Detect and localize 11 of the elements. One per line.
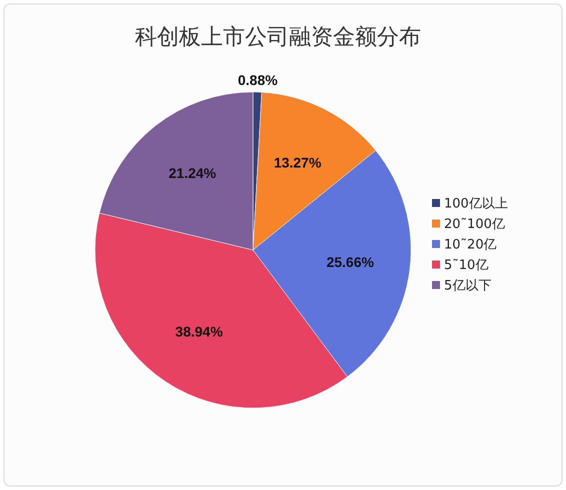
legend-label: 10˜20亿 xyxy=(444,238,497,253)
data-label: 38.94% xyxy=(175,324,224,340)
legend-label: 20˜100亿 xyxy=(444,217,505,232)
data-label: 0.88% xyxy=(238,72,278,88)
legend-label: 100亿以上 xyxy=(444,196,508,212)
chart-title: 科创板上市公司融资金额分布 xyxy=(135,25,421,50)
legend-label: 5亿以下 xyxy=(444,278,492,294)
data-label: 13.27% xyxy=(274,154,322,171)
data-label: 25.66% xyxy=(326,254,374,270)
legend-label: 5˜10亿 xyxy=(444,258,488,274)
data-label: 21.24% xyxy=(168,164,217,181)
